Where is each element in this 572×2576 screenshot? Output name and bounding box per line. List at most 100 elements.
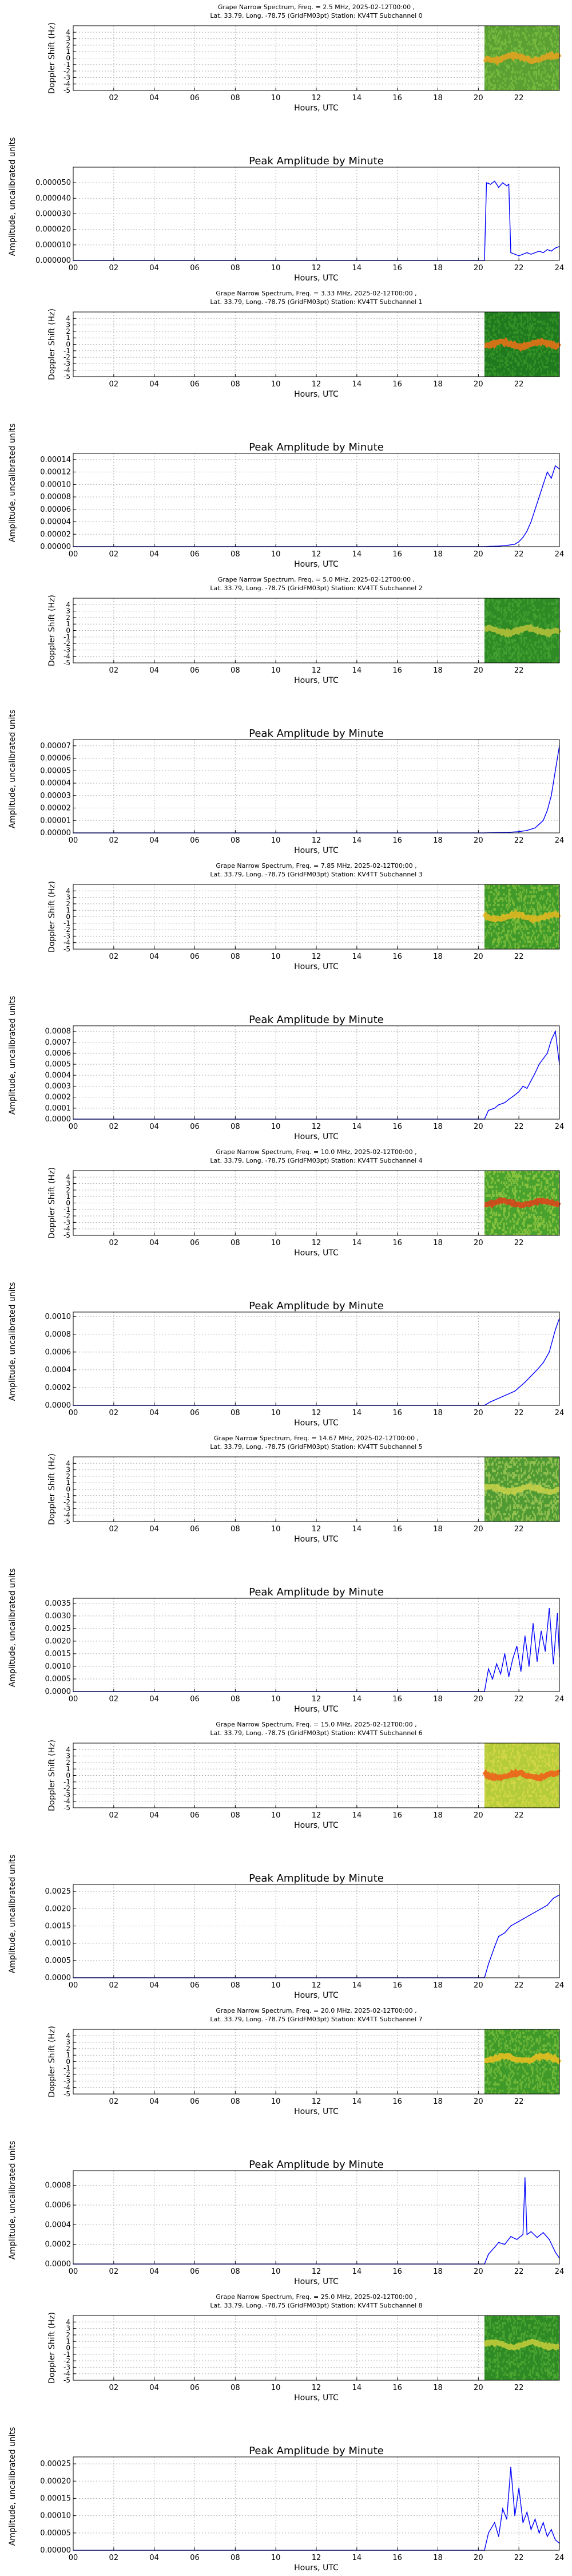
- spectrogram-speckle: [531, 622, 534, 625]
- spectrogram-speckle: [526, 895, 527, 898]
- spectrogram-speckle: [551, 84, 554, 86]
- spectrogram-speckle: [551, 1519, 554, 1522]
- spectrogram-speckle: [529, 1224, 531, 1227]
- spectrogram-speckle: [496, 1472, 499, 1475]
- spectrogram-speckle: [488, 613, 490, 616]
- spectrogram-speckle: [538, 73, 540, 76]
- spectrogram-speckle: [487, 1218, 489, 1221]
- spectrogram-speckle: [513, 1172, 515, 1176]
- spectrogram-speckle: [510, 1767, 513, 1769]
- spectrogram-speckle: [554, 1226, 556, 1230]
- y-tick-label: 4: [66, 28, 70, 36]
- spectrogram-speckle: [548, 1190, 550, 1193]
- spectrogram-speckle: [542, 1478, 544, 1481]
- spectrogram-speckle: [553, 318, 555, 321]
- spectrogram-speckle: [513, 331, 515, 334]
- spectrogram-speckle: [529, 355, 531, 358]
- spectrogram-speckle: [495, 1190, 498, 1193]
- spectrogram-speckle: [548, 1484, 550, 1488]
- spectrogram-speckle: [492, 30, 494, 33]
- spectrogram-speckle: [514, 1196, 517, 1199]
- spectrogram-speckle: [498, 1752, 500, 1755]
- spectrogram-speckle: [507, 327, 509, 330]
- x-tick-label: 06: [190, 1695, 200, 1704]
- spectrogram-speckle: [542, 346, 544, 349]
- spectrogram-speckle: [538, 30, 540, 33]
- spectrogram-speckle: [489, 32, 491, 35]
- spectrogram-speckle: [488, 931, 490, 935]
- x-tick-label: 14: [352, 666, 362, 675]
- spectrogram-speckle: [494, 34, 496, 37]
- spectrogram-speckle: [486, 1801, 487, 1804]
- spectrogram-speckle: [534, 1764, 537, 1767]
- spectrogram-speckle: [518, 45, 520, 48]
- spectrogram-speckle: [531, 38, 534, 41]
- spectrogram-speckle: [534, 1517, 537, 1520]
- spectrogram-speckle: [490, 923, 492, 926]
- spectrogram-speckle: [551, 77, 554, 80]
- spectrogram-speckle: [486, 1214, 487, 1216]
- spectrogram-speckle: [513, 1743, 515, 1746]
- spectrogram-speckle: [493, 1799, 495, 1802]
- spectrogram-speckle: [527, 1506, 529, 1509]
- spectrogram-speckle: [548, 615, 550, 618]
- spectrogram-speckle: [524, 321, 526, 323]
- spectrogram-speckle: [554, 1797, 556, 1800]
- spectrogram-speckle: [538, 1491, 540, 1494]
- spectrogram-speckle: [498, 52, 500, 54]
- spectrogram-speckle: [548, 906, 550, 908]
- spectrogram-speckle: [550, 1194, 553, 1197]
- spectrogram-speckle: [538, 1183, 540, 1186]
- spectrogram-speckle: [512, 312, 514, 315]
- y-tick-label: -2: [63, 1212, 70, 1220]
- spectrogram-speckle: [496, 71, 499, 74]
- spectrogram-speckle: [492, 1190, 494, 1193]
- spectrogram-speckle: [490, 1500, 492, 1503]
- spectrogram-speckle: [541, 1465, 542, 1468]
- spectrogram-speckle: [494, 652, 496, 655]
- spectrogram-speckle: [544, 1483, 546, 1485]
- spectrogram-speckle: [503, 1207, 505, 1210]
- spectrogram-speckle: [502, 1781, 504, 1785]
- spectrogram-speckle: [517, 364, 519, 366]
- x-tick-label: 00: [69, 836, 78, 845]
- y-tick-label: 0.0025: [45, 1625, 72, 1633]
- y-tick-label: 0.00014: [40, 456, 71, 464]
- spectrogram-speckle: [527, 1177, 529, 1180]
- spectrogram-speckle: [504, 1478, 506, 1481]
- spectrogram-speckle: [551, 64, 554, 68]
- spectrogram-speckle: [486, 884, 487, 887]
- spectrogram-speckle: [528, 1762, 530, 1765]
- spectrogram-speckle: [495, 654, 498, 657]
- spectrogram-speckle: [507, 2087, 509, 2090]
- spectrogram-speckle: [549, 895, 551, 898]
- y-tick-label: -4: [63, 1797, 70, 1805]
- spectrogram-speckle: [545, 1472, 547, 1475]
- spectrogram-speckle: [504, 639, 506, 642]
- spectrogram-speckle: [519, 1753, 521, 1757]
- spectrogram-speckle: [513, 2072, 515, 2075]
- x-tick-label: 08: [231, 1695, 240, 1704]
- amplitude-point: [516, 1922, 518, 1923]
- y-tick-label: 0.0000: [45, 1974, 72, 1982]
- spectrogram-speckle: [515, 2029, 518, 2032]
- spectrogram-speckle: [521, 41, 522, 44]
- spectrogram-speckle: [543, 26, 545, 29]
- spectrogram-speckle: [506, 938, 507, 941]
- x-tick-label: 04: [149, 550, 159, 559]
- spectrogram-speckle: [494, 38, 496, 41]
- spectrogram-speckle: [510, 1474, 513, 1477]
- spectrogram-speckle: [506, 598, 507, 601]
- amplitude-panel: Peak Amplitude by Minute0.00000.00010.00…: [8, 996, 564, 1141]
- y-tick-label: 1: [66, 620, 70, 628]
- spectrogram-speckle: [557, 884, 559, 887]
- spectrogram-speckle: [517, 1175, 519, 1178]
- spectrogram-speckle: [504, 325, 506, 327]
- spectrogram-speckle: [490, 1797, 492, 1800]
- spectrogram-speckle: [507, 338, 509, 341]
- spectrogram-speckle: [517, 619, 519, 622]
- spectrogram-speckle: [518, 1758, 520, 1761]
- spectrogram-speckle: [493, 47, 495, 50]
- spectrogram-speckle: [542, 1512, 544, 1516]
- spectrogram-speckle: [535, 615, 538, 618]
